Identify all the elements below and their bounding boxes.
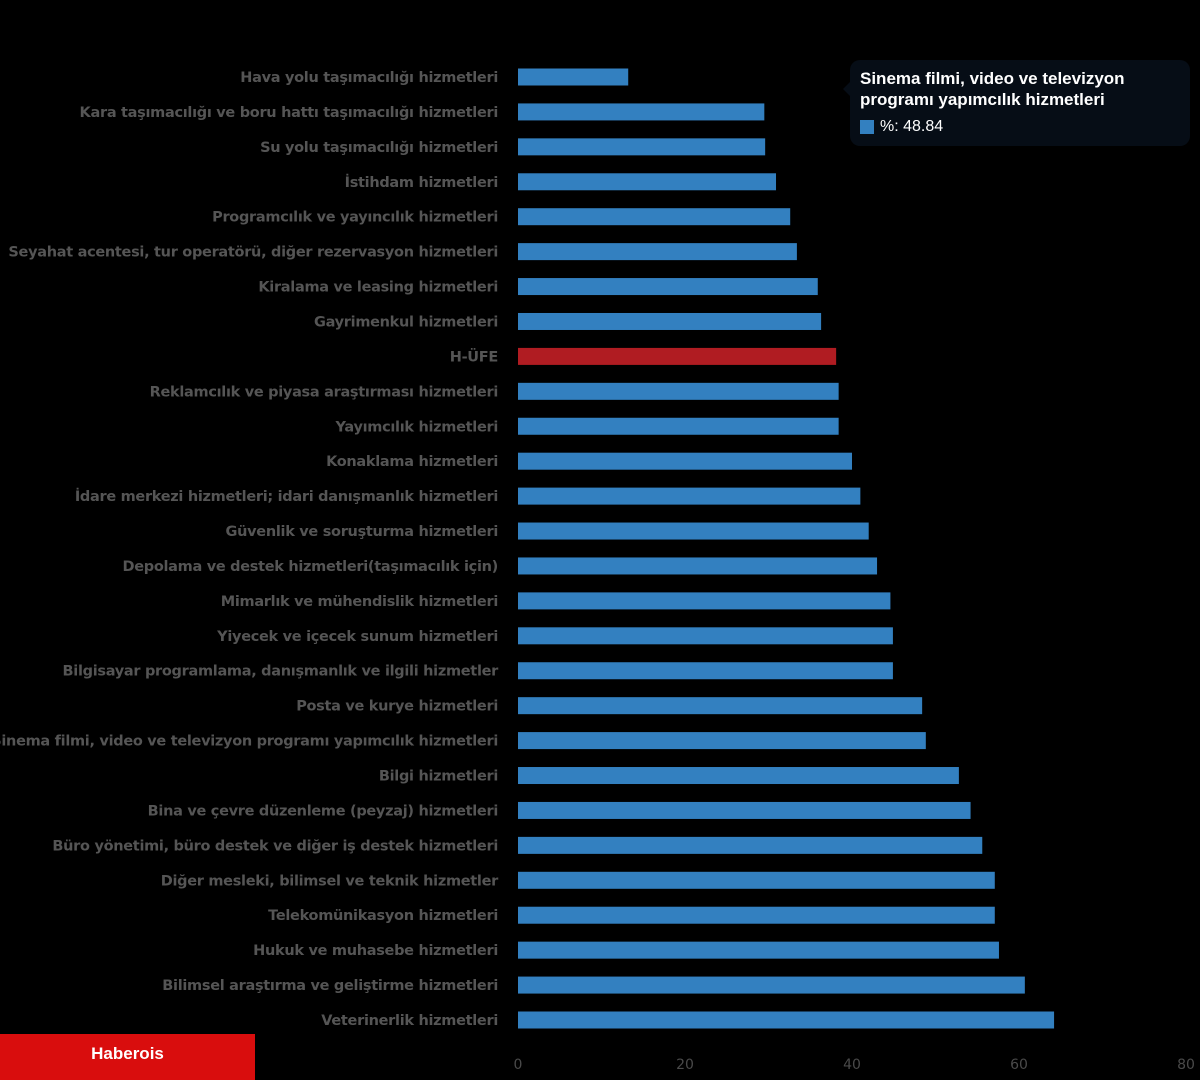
category-label: Kiralama ve leasing hizmetleri [258,280,498,296]
category-label: Diğer mesleki, bilimsel ve teknik hizmet… [161,873,499,889]
category-label: Mimarlık ve mühendislik hizmetleri [221,594,498,610]
category-label: Bina ve çevre düzenleme (peyzaj) hizmetl… [148,803,498,819]
bar[interactable] [518,767,959,785]
tooltip-value: %: 48.84 [880,118,944,135]
tooltip-series-swatch-icon [860,120,874,134]
category-label: Yiyecek ve içecek sunum hizmetleri [216,629,498,645]
bar[interactable] [518,452,852,470]
bar[interactable] [518,836,983,854]
bar[interactable] [518,801,971,819]
category-label: Konaklama hizmetleri [326,454,498,470]
bars [518,68,1055,1029]
tooltip-title: Sinema filmi, video ve televizyon progra… [860,69,1125,109]
category-label: Bilgisayar programlama, danışmanlık ve i… [63,664,500,680]
category-label: Reklamcılık ve piyasa araştırması hizmet… [150,384,498,400]
x-tick-label: 80 [1177,1057,1195,1073]
category-label: İstihdam hizmetleri [345,174,498,191]
tooltip-arrow-icon [843,82,850,96]
category-label: Bilgi hizmetleri [379,769,498,785]
category-label: H-ÜFE [450,347,498,365]
bar[interactable] [518,243,797,261]
bar[interactable] [518,208,791,226]
category-label: Programcılık ve yayıncılık hizmetleri [212,210,498,226]
tooltip: Sinema filmi, video ve televizyon progra… [843,60,1190,146]
category-label: Posta ve kurye hizmetleri [296,699,498,715]
bar[interactable] [518,976,1025,994]
brand-label: Haberois [91,1044,164,1063]
category-label: Yayımcılık hizmetleri [335,419,498,435]
bar[interactable] [518,68,629,86]
category-label: Hukuk ve muhasebe hizmetleri [253,943,498,959]
bar[interactable] [518,627,893,645]
category-labels: Hava yolu taşımacılığı hizmetleri Kara ta… [0,70,499,1029]
category-label: Veterinerlik hizmetleri [321,1013,498,1029]
x-tick-label: 40 [843,1057,861,1073]
category-label: Su yolu taşımacılığı hizmetleri [260,140,498,156]
category-label: Seyahat acentesi, tur operatörü, diğer r… [8,245,498,261]
category-label: Bilimsel araştırma ve geliştirme hizmetl… [162,978,498,994]
category-label: Telekomünikasyon hizmetleri [268,908,498,924]
x-tick-label: 20 [676,1057,694,1073]
category-label: Kara taşımacılığı ve boru hattı taşımacı… [80,105,498,121]
bar[interactable] [518,557,878,575]
bar[interactable] [518,732,926,750]
brand-logo-button[interactable]: Haberois [0,1034,255,1080]
bar[interactable] [518,487,861,505]
category-label: Güvenlik ve soruşturma hizmetleri [226,524,498,540]
bar[interactable] [518,522,869,540]
bar[interactable] [518,103,765,121]
category-label: Büro yönetimi, büro destek ve diğer iş d… [52,838,498,854]
bar-highlight[interactable] [518,347,837,365]
bar[interactable] [518,417,839,435]
x-tick-label: 60 [1010,1057,1028,1073]
bar[interactable] [518,662,893,680]
x-tick-label: 0 [514,1057,523,1073]
category-label: Gayrimenkul hizmetleri [314,314,498,330]
bar[interactable] [518,382,839,400]
bar[interactable] [518,906,995,924]
bar[interactable] [518,697,923,715]
bar[interactable] [518,941,999,959]
bar[interactable] [518,173,777,191]
bar[interactable] [518,312,822,330]
category-label: Hava yolu taşımacılığı hizmetleri [240,70,498,86]
bar[interactable] [518,592,891,610]
bar[interactable] [518,871,995,889]
tooltip-value-row: %: 48.84 [860,118,1180,136]
category-label: Sinema filmi, video ve televizyon progra… [0,734,498,750]
bar[interactable] [518,278,818,296]
bar[interactable] [518,1011,1055,1029]
x-axis-ticks: 0 20 40 60 80 [514,1057,1195,1073]
category-label: İdare merkezi hizmetleri; idari danışman… [75,488,498,505]
category-label: Depolama ve destek hizmetleri(taşımacılı… [123,559,499,575]
bar[interactable] [518,138,766,156]
